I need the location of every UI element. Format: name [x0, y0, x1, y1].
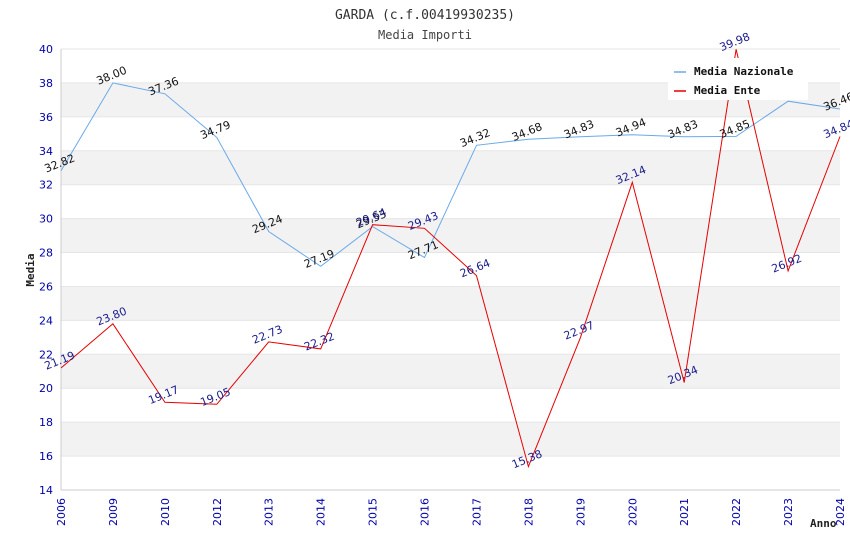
x-tick-label: 2018: [522, 498, 535, 526]
y-tick-label: 32: [39, 179, 53, 192]
x-tick-label: 2014: [315, 498, 328, 526]
y-tick-label: 28: [39, 247, 53, 260]
y-tick-label: 22: [39, 348, 53, 361]
x-tick-label: 2020: [626, 498, 639, 526]
series-line-media-nazionale: [60, 82, 841, 267]
x-tick-label: 2006: [55, 498, 68, 526]
y-tick-label: 38: [39, 77, 53, 90]
legend: Media Nazionale Media Ente: [668, 58, 808, 100]
data-label: 34.32: [458, 126, 492, 150]
x-tick-label: 2019: [574, 498, 587, 526]
legend-label-media-nazionale: Media Nazionale: [694, 65, 794, 78]
data-label: 34.83: [562, 118, 596, 142]
data-label: 39.98: [718, 30, 752, 54]
x-tick-label: 2015: [367, 498, 380, 526]
x-axis-label: Anno: [810, 517, 837, 530]
legend-label-media-ente: Media Ente: [694, 84, 761, 97]
chart-title: GARDA (c.f.00419930235): [335, 8, 515, 23]
x-tick-label: 2023: [782, 498, 795, 526]
data-label: 19.05: [198, 385, 232, 409]
y-axis-label: Media: [24, 253, 37, 286]
y-tick-label: 30: [39, 213, 53, 226]
axes: [60, 49, 840, 491]
grid-bands: [61, 48, 840, 491]
series-lines: [60, 49, 841, 469]
y-tick-label: 16: [39, 450, 53, 463]
y-tick-label: 14: [39, 484, 53, 497]
data-label: 22.32: [302, 330, 336, 354]
grid-band: [61, 218, 840, 253]
x-tick-label: 2017: [470, 498, 483, 526]
y-tick-labels: 14 16 18 20 22 24 26 28 30 32 34 36 38 40: [39, 43, 53, 497]
grid-band: [61, 150, 840, 185]
legend-box: [668, 58, 808, 100]
data-label: 34.68: [510, 120, 544, 144]
y-tick-label: 34: [39, 145, 53, 158]
y-tick-label: 40: [39, 43, 53, 56]
data-label: 34.94: [614, 116, 648, 140]
x-tick-label: 2016: [419, 498, 432, 526]
y-tick-label: 26: [39, 280, 53, 293]
data-label: 26.64: [458, 256, 492, 280]
data-label: 34.79: [198, 118, 232, 142]
data-label: 34.83: [666, 118, 700, 142]
x-tick-label: 2022: [730, 498, 743, 526]
x-tick-label: 2010: [159, 498, 172, 526]
x-tick-label: 2021: [678, 498, 691, 526]
y-tick-label: 36: [39, 111, 53, 124]
x-tick-label: 2024: [834, 498, 847, 526]
series-line-media-ente: [60, 49, 841, 469]
grid-band: [61, 286, 840, 321]
x-tick-label: 2009: [107, 498, 120, 526]
y-tick-label: 18: [39, 416, 53, 429]
data-label: 22.97: [562, 319, 596, 343]
data-label: 26.92: [770, 252, 804, 276]
chart-subtitle: Media Importi: [378, 28, 472, 42]
grid-band: [61, 354, 840, 389]
x-tick-label: 2013: [263, 498, 276, 526]
y-tick-label: 20: [39, 382, 53, 395]
x-tick-label: 2012: [211, 498, 224, 526]
data-label: 34.84: [822, 117, 850, 141]
data-label: 34.85: [718, 117, 752, 141]
x-tick-labels: 2006 2009 2010 2012 2013 2014 2015 2016 2017 2018…: [55, 498, 847, 526]
grid-band: [61, 422, 840, 457]
y-tick-label: 24: [39, 314, 53, 327]
